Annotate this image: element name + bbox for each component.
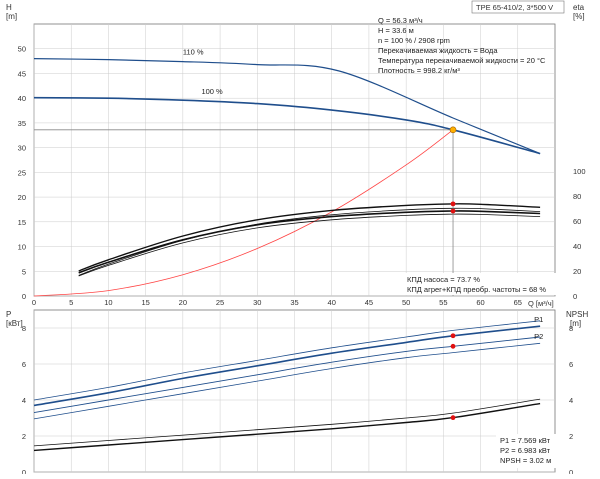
power-line-p2: P2 = 6.983 кВт — [500, 446, 551, 455]
eta-marker — [450, 208, 456, 214]
info-line-fluid: Перекачиваемая жидкость = Вода — [378, 46, 498, 55]
power-info-block: P1 = 7.569 кВт P2 = 6.983 кВт NPSH = 3.0… — [496, 434, 558, 468]
y-tick-label-left: 5 — [22, 267, 26, 276]
head-curve-110 — [33, 58, 541, 155]
info-line-q: Q = 56.3 м³/ч — [378, 16, 423, 25]
info-line-density: Плотность = 998.2 кг/м³ — [378, 66, 460, 75]
model-label: TPE 65-410/2, 3*500 V — [476, 3, 553, 12]
p2-curve-secondary — [33, 342, 541, 420]
duty-info-block: Q = 56.3 м³/ч H = 33.6 м n = 100 % / 290… — [378, 16, 546, 75]
efficiency-info-block: КПД насоса = 73.7 % КПД агрег+КПД преобр… — [404, 273, 558, 295]
x-tick-label: 10 — [104, 298, 112, 307]
y-tick-label-left: 50 — [18, 45, 26, 54]
x-tick-label: 55 — [439, 298, 447, 307]
y-label-p: P — [6, 310, 11, 319]
x-tick-label: 0 — [32, 298, 36, 307]
y-unit-eta: [%] — [573, 12, 585, 21]
x-tick-label: 5 — [69, 298, 73, 307]
y-tick-label-right: 40 — [573, 242, 581, 251]
bottom-y-tick-left: 2 — [22, 432, 26, 441]
y-tick-label-left: 35 — [18, 119, 26, 128]
bottom-y-tick-left: 0 — [22, 468, 26, 474]
bottom-y-tick-right: 8 — [569, 324, 573, 333]
duty-point — [449, 126, 457, 134]
bottom-y-tick-left: 4 — [22, 396, 26, 405]
y-label-eta: eta — [573, 3, 585, 12]
info-line-h: H = 33.6 м — [378, 26, 414, 35]
y-label-h: H — [6, 3, 12, 12]
eta-curve-total-secondary — [78, 213, 541, 277]
info-line-temp: Температура перекачиваемой жидкости = 20… — [378, 56, 546, 65]
bottom-y-tick-right: 6 — [569, 360, 573, 369]
y-tick-label-left: 15 — [18, 218, 26, 227]
eff-line-total: КПД агрег+КПД преобр. частоты = 68 % — [407, 285, 546, 294]
x-tick-label: 20 — [179, 298, 187, 307]
bottom-chart: P1 P2 0 2 4 6 8 0 2 4 6 8 — [22, 309, 573, 477]
info-line-n: n = 100 % / 2908 rpm — [378, 36, 450, 45]
y-tick-label-left: 45 — [18, 69, 26, 78]
power-line-p1: P1 = 7.569 кВт — [500, 436, 551, 445]
x-tick-label: 25 — [216, 298, 224, 307]
eta-marker — [450, 201, 456, 207]
y-tick-label-left: 40 — [18, 94, 26, 103]
x-tick-label: 50 — [402, 298, 410, 307]
x-tick-label: 15 — [141, 298, 149, 307]
eta-curve-total — [78, 210, 541, 274]
label-100: 100 % — [201, 87, 223, 96]
x-tick-label: 40 — [328, 298, 336, 307]
npsh-marker — [450, 415, 456, 421]
x-tick-label: 30 — [253, 298, 261, 307]
p2-marker — [450, 343, 456, 349]
y-tick-label-left: 30 — [18, 144, 26, 153]
model-label-box — [471, 0, 565, 14]
y-unit-p: [кВт] — [6, 319, 23, 328]
label-110: 110 % — [183, 48, 204, 57]
npsh-curve-secondary — [33, 398, 541, 447]
bottom-y-tick-right: 2 — [569, 432, 573, 441]
eff-line-pump: КПД насоса = 73.7 % — [407, 275, 480, 284]
y-tick-label-right: 0 — [573, 292, 577, 301]
top-chart: 110 % 100 % 0 5 10 15 20 25 30 35 40 45 50 55 60 65 0 5 1… — [18, 23, 586, 307]
p1-marker — [450, 333, 456, 339]
x-tick-label: 60 — [476, 298, 484, 307]
y-tick-label-right: 100 — [573, 167, 586, 176]
y-tick-label-right: 60 — [573, 217, 581, 226]
y-tick-label-left: 10 — [18, 243, 26, 252]
system-curve — [33, 129, 454, 297]
y-tick-label-right: 80 — [573, 192, 581, 201]
y-tick-label-right: 20 — [573, 267, 581, 276]
y-tick-label-left: 0 — [22, 292, 26, 301]
power-line-npsh: NPSH = 3.02 м — [500, 456, 551, 465]
label-p1: P1 — [534, 315, 543, 324]
bottom-y-tick-right: 4 — [569, 396, 573, 405]
p1-curve-secondary — [33, 320, 541, 401]
x-tick-label: 45 — [365, 298, 373, 307]
bottom-y-tick-right: 0 — [569, 468, 573, 474]
efficiency-info-bg — [404, 273, 558, 295]
eta-curve-pump-secondary — [78, 207, 541, 276]
y-unit-h: [m] — [6, 12, 17, 21]
y-unit-npsh: [m] — [570, 319, 581, 328]
y-tick-label-left: 25 — [18, 168, 26, 177]
label-p2: P2 — [534, 332, 543, 341]
x-tick-label: 65 — [514, 298, 522, 307]
x-tick-label: 35 — [290, 298, 298, 307]
y-label-npsh: NPSH — [566, 310, 588, 319]
eta-curve-pump — [78, 203, 541, 272]
y-tick-label-left: 20 — [18, 193, 26, 202]
power-info-bg — [496, 434, 558, 468]
x-axis-label: Q [м³/ч] — [528, 299, 554, 308]
bottom-y-tick-left: 8 — [22, 324, 26, 333]
bottom-y-tick-left: 6 — [22, 360, 26, 369]
